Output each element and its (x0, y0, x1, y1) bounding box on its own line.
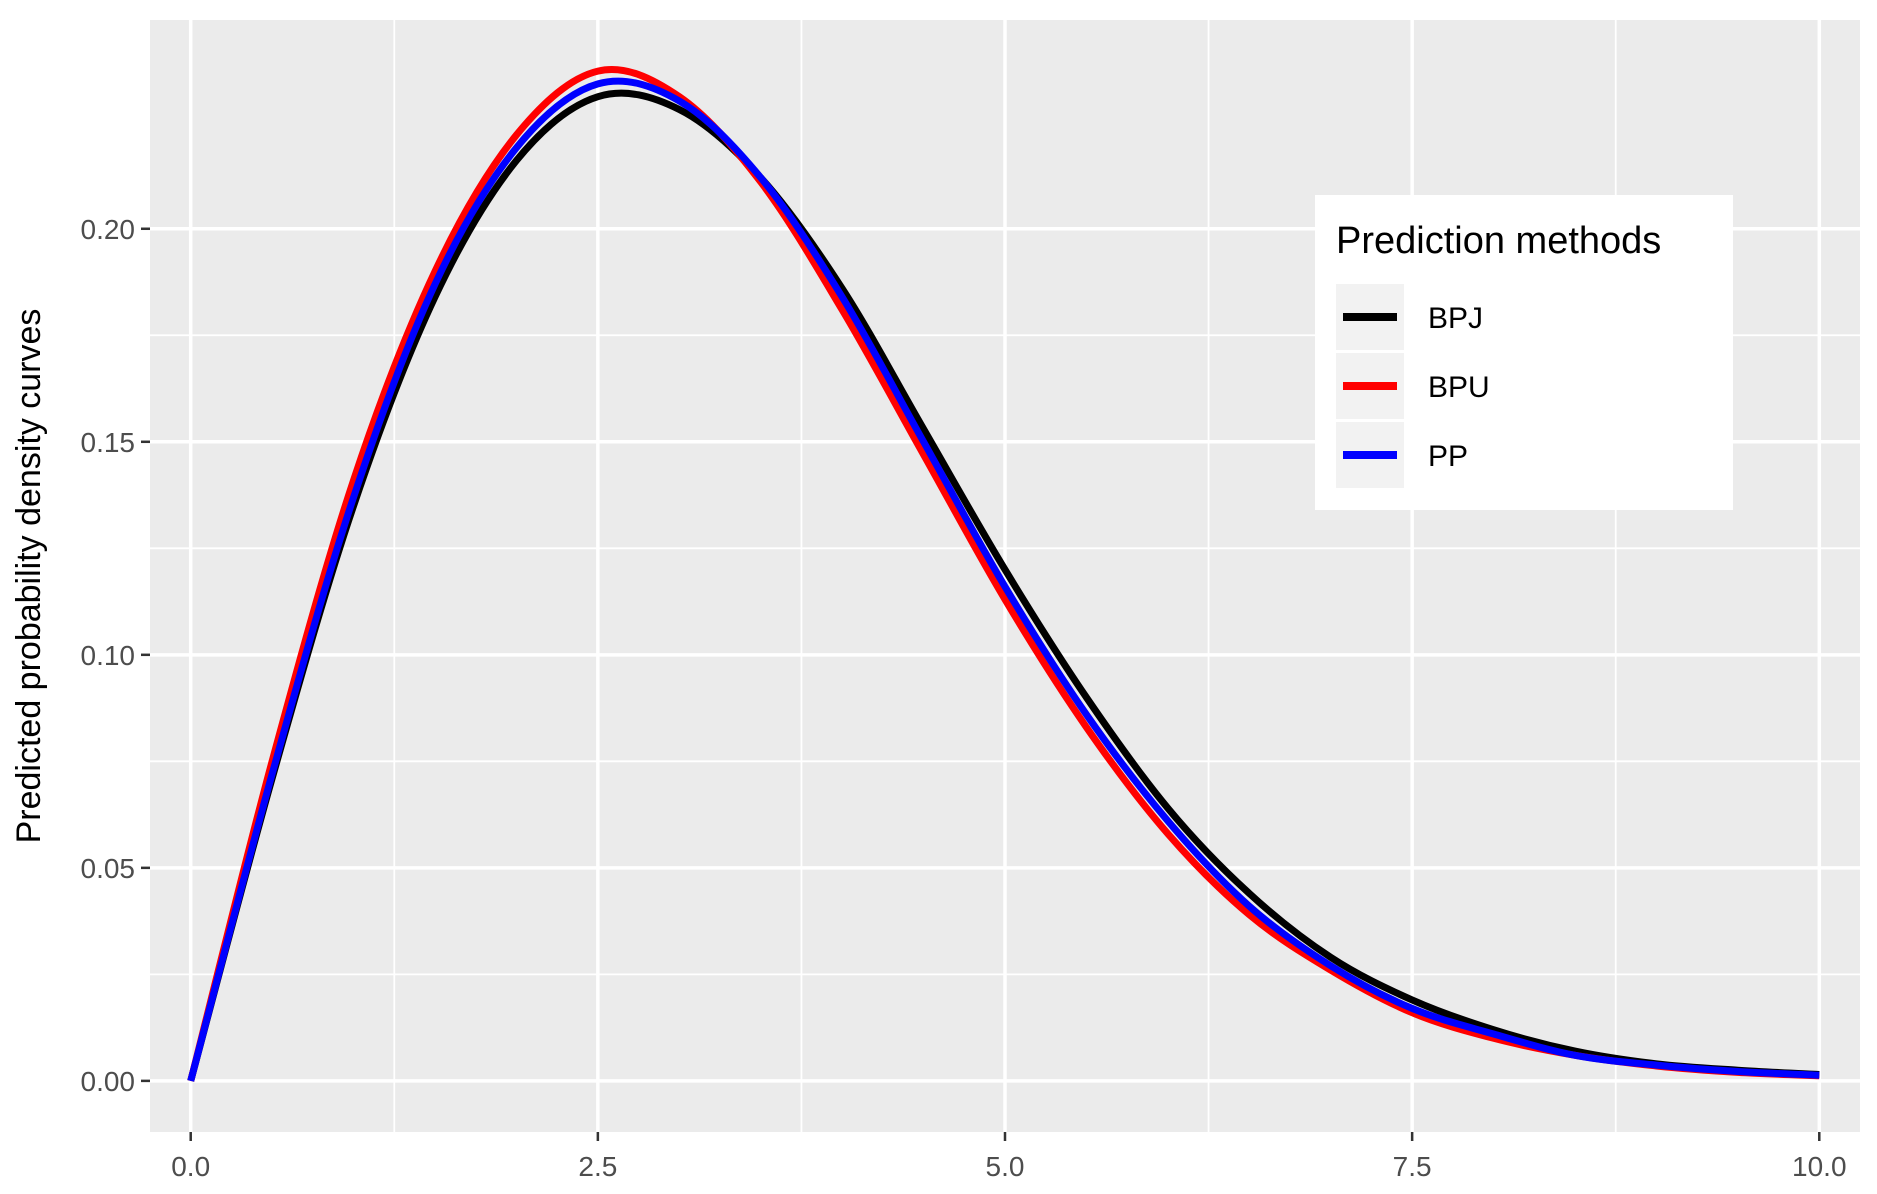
x-tick-label: 2.5 (578, 1151, 617, 1182)
y-tick-label: 0.05 (81, 853, 136, 884)
y-tick-label: 0.00 (81, 1066, 136, 1097)
series-line-bpu (187, 66, 1820, 1082)
y-tick-label: 0.15 (81, 427, 136, 458)
x-axis: 0.0 2.5 5.0 7.5 10.0 (171, 1132, 1847, 1182)
series-lines (187, 66, 1820, 1082)
y-tick-label: 0.20 (81, 214, 136, 245)
x-tick-label: 10.0 (1792, 1151, 1847, 1182)
legend-title: Prediction methods (1336, 220, 1661, 262)
series-line-pp (187, 77, 1820, 1082)
legend-label-bpj: BPJ (1428, 302, 1483, 335)
series-line-bpj (187, 89, 1820, 1082)
x-tick-label: 5.0 (986, 1151, 1025, 1182)
legend-label-pp: PP (1428, 440, 1468, 473)
y-axis-title: Predicted probability density curves (10, 309, 48, 844)
y-tick-label: 0.10 (81, 640, 136, 671)
legend: Prediction methods BPJ BPU PP (1315, 195, 1733, 510)
legend-label-bpu: BPU (1428, 371, 1490, 404)
x-tick-label: 7.5 (1393, 1151, 1432, 1182)
y-axis: 0.00 0.05 0.10 0.15 0.20 (81, 214, 150, 1097)
legend-items: BPJ BPU PP (1336, 284, 1490, 488)
x-tick-label: 0.0 (171, 1151, 210, 1182)
